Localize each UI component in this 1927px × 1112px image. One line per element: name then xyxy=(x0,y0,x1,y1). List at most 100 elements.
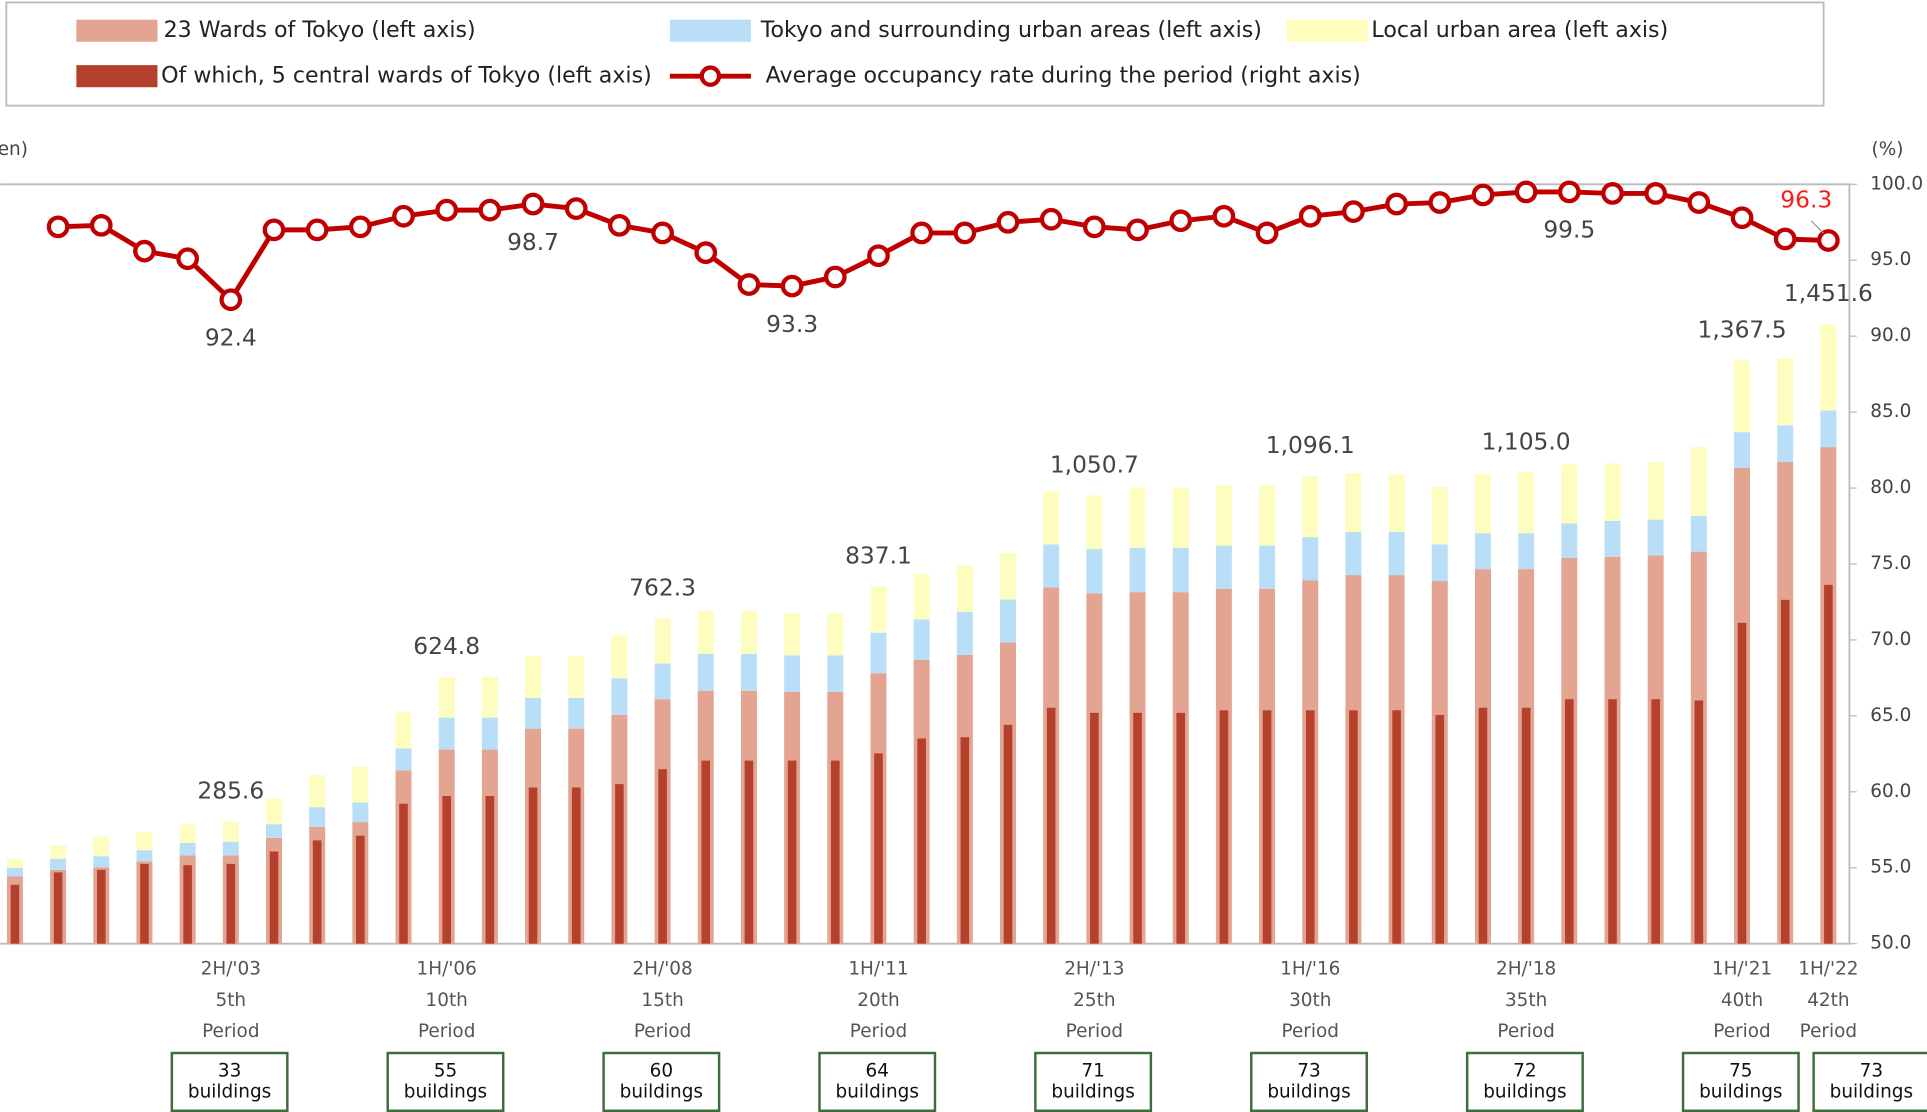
bar-segment xyxy=(1345,531,1362,576)
bar-overlay xyxy=(571,787,581,944)
bar-segment xyxy=(6,859,23,868)
bar-segment xyxy=(1474,533,1491,570)
bar-overlay xyxy=(1565,699,1574,944)
occupancy-marker xyxy=(1169,209,1193,233)
bar-segment xyxy=(1561,523,1578,559)
bar-segment xyxy=(1734,360,1751,433)
bar-segment xyxy=(481,717,498,750)
bar-overlay xyxy=(312,840,322,944)
bar-segment xyxy=(1604,520,1621,557)
bar-total-label: 1,367.5 xyxy=(1697,316,1786,344)
bar-segment xyxy=(1561,464,1578,524)
bar-segment xyxy=(654,618,671,664)
occupancy-marker xyxy=(1817,229,1840,252)
occupancy-marker xyxy=(1298,204,1322,228)
bar-segment xyxy=(956,565,973,612)
occupancy-marker xyxy=(392,204,415,228)
occupancy-marker xyxy=(867,244,890,268)
bar-overlay xyxy=(615,784,624,944)
buildings-label: 60 xyxy=(650,1060,673,1081)
legend-label: Of which, 5 central wards of Tokyo (left… xyxy=(161,63,652,89)
bar-segment xyxy=(525,697,542,729)
x-tick-label: 1H/'06 xyxy=(417,958,477,979)
y2-tick-label: 75.0 xyxy=(1870,553,1911,574)
occupancy-marker xyxy=(737,273,761,296)
bar-segment xyxy=(654,663,671,700)
occupancy-marker xyxy=(478,198,502,222)
bar-total-label: 285.6 xyxy=(197,777,264,805)
bar-overlay xyxy=(701,760,711,944)
x-tick-label: Period xyxy=(418,1021,475,1042)
buildings-label: 64 xyxy=(866,1060,889,1081)
y2-tick-label: 85.0 xyxy=(1870,401,1911,422)
bar-segment xyxy=(438,717,455,750)
bar-segment xyxy=(352,802,369,823)
bar-overlay xyxy=(1090,712,1099,944)
occupancy-marker xyxy=(133,239,156,263)
bar-overlay xyxy=(183,865,192,944)
bar-total-label: 1,451.6 xyxy=(1784,279,1873,307)
legend-label: Tokyo and surrounding urban areas (left … xyxy=(760,17,1262,43)
bar-overlay xyxy=(53,872,63,944)
bar-overlay xyxy=(356,835,365,944)
occupancy-marker xyxy=(1557,180,1581,204)
x-tick-label: 10th xyxy=(426,990,468,1011)
bar-segment xyxy=(1129,487,1146,548)
x-tick-label: Period xyxy=(202,1021,259,1042)
bar-segment xyxy=(870,586,887,633)
legend-marker xyxy=(699,65,722,87)
bar-overlay xyxy=(830,760,840,944)
bar-segment xyxy=(309,807,326,827)
occupancy-marker xyxy=(305,218,329,242)
x-tick-label: 2H/'13 xyxy=(1064,958,1124,979)
bar-segment xyxy=(136,850,153,862)
bar-segment xyxy=(870,632,887,674)
buildings-label: 73 xyxy=(1297,1060,1320,1081)
occupancy-marker xyxy=(1601,182,1624,205)
buildings-label: buildings xyxy=(1830,1081,1913,1102)
x-tick-label: Period xyxy=(1066,1021,1123,1042)
y2-tick-label: 80.0 xyxy=(1870,477,1911,498)
bar-overlay xyxy=(269,851,279,944)
buildings-label: buildings xyxy=(1699,1081,1782,1102)
y2-tick-label: 60.0 xyxy=(1870,781,1911,802)
bar-segment xyxy=(93,836,110,857)
buildings-label: buildings xyxy=(620,1081,703,1102)
bar-overlay xyxy=(658,769,667,944)
bar-overlay xyxy=(442,796,451,944)
bar-overlay xyxy=(1392,710,1401,944)
occupancy-label: 98.7 xyxy=(507,228,559,256)
bar-segment xyxy=(1259,545,1276,589)
bar-total-label: 1,050.7 xyxy=(1050,450,1139,478)
bar-segment xyxy=(395,712,412,749)
buildings-label: 33 xyxy=(218,1060,241,1081)
bar-total-label: 1,096.1 xyxy=(1266,431,1355,459)
x-tick-label: 40th xyxy=(1721,990,1763,1011)
buildings-box xyxy=(1250,1051,1368,1112)
y2-tick-label: 50.0 xyxy=(1870,933,1911,954)
bar-overlay xyxy=(1694,700,1704,944)
bar-segment xyxy=(1518,533,1535,570)
bar-overlay xyxy=(1176,712,1186,944)
bar-segment xyxy=(611,678,628,716)
occupancy-marker xyxy=(89,213,113,237)
legend-swatch xyxy=(669,19,751,42)
x-tick-label: 35th xyxy=(1505,990,1547,1011)
bar-segment xyxy=(913,573,930,620)
bar-segment xyxy=(265,824,282,838)
occupancy-marker xyxy=(219,288,243,312)
y2-tick-label: 95.0 xyxy=(1870,249,1911,270)
bar-overlay xyxy=(399,803,408,944)
bar-segment xyxy=(1043,544,1060,588)
bar-segment xyxy=(179,842,196,856)
x-tick-label: 15th xyxy=(641,990,683,1011)
occupancy-line xyxy=(58,189,1829,303)
occupancy-marker xyxy=(521,192,545,216)
bar-segment xyxy=(1302,537,1319,581)
bar-segment xyxy=(1388,531,1405,576)
label-leader xyxy=(1810,220,1824,234)
bar-segment xyxy=(1388,474,1405,532)
buildings-box xyxy=(818,1051,937,1112)
bar-overlay xyxy=(1435,715,1445,944)
bar-segment xyxy=(50,858,67,870)
